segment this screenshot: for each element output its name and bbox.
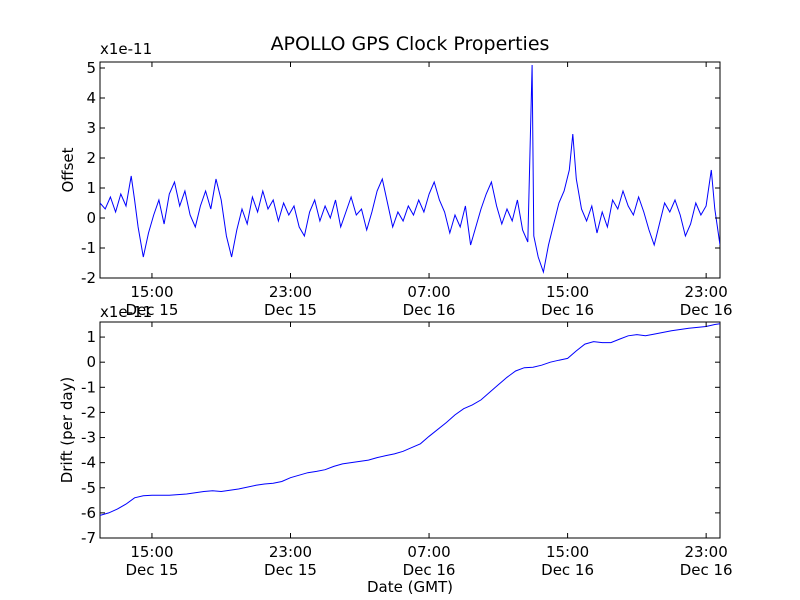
offset-xtick-time-label: 07:00 xyxy=(407,283,450,301)
offset-scale-note: x1e-11 xyxy=(100,40,152,58)
drift-ytick-label: -4 xyxy=(81,454,96,472)
drift-ytick-label: -5 xyxy=(81,479,96,497)
drift-plot-area xyxy=(99,321,721,539)
drift-ytick-label: 1 xyxy=(86,328,96,346)
drift-xtick-date-label: Dec 16 xyxy=(541,561,594,579)
offset-ytick-label: 1 xyxy=(86,179,96,197)
offset-ytick-label: 2 xyxy=(86,149,96,167)
drift-series-line-0 xyxy=(100,323,720,516)
figure-title: APOLLO GPS Clock Properties xyxy=(271,33,550,55)
drift-ytick-label: 0 xyxy=(86,353,96,371)
offset-xtick-date-label: Dec 15 xyxy=(264,301,317,319)
offset-xtick-date-label: Dec 16 xyxy=(403,301,456,319)
offset-ytick-label: 3 xyxy=(86,119,96,137)
drift-ytick-label: -2 xyxy=(81,403,96,421)
offset-ytick-label: 0 xyxy=(86,209,96,227)
offset-series-line-0 xyxy=(100,64,720,274)
drift-panel: x1e-11 Drift (per day) Date (GMT) -7 -6 -5… xyxy=(58,303,733,596)
offset-plot-area xyxy=(99,61,721,279)
drift-ytick-label: -3 xyxy=(81,429,96,447)
drift-xtick-date-label: Dec 15 xyxy=(126,561,179,579)
drift-xtick-date-label: Dec 16 xyxy=(680,561,733,579)
offset-ytick-label: -2 xyxy=(81,269,96,287)
drift-ytick-label: -1 xyxy=(81,378,96,396)
offset-xtick-date-label: Dec 16 xyxy=(680,301,733,319)
drift-y-axis-label: Drift (per day) xyxy=(58,377,76,484)
drift-x-axis-label: Date (GMT) xyxy=(367,578,453,596)
offset-ytick-label: -1 xyxy=(81,239,96,257)
offset-xtick-time-label: 15:00 xyxy=(130,283,173,301)
drift-xtick-date-label: Dec 16 xyxy=(403,561,456,579)
offset-xtick-time-label: 23:00 xyxy=(685,283,728,301)
drift-xtick-time-label: 23:00 xyxy=(269,543,312,561)
offset-xtick-date-label: Dec 15 xyxy=(126,301,179,319)
drift-xtick-time-label: 15:00 xyxy=(130,543,173,561)
drift-xtick-time-label: 07:00 xyxy=(407,543,450,561)
offset-ytick-label: 5 xyxy=(86,59,96,77)
drift-xtick-time-label: 15:00 xyxy=(546,543,589,561)
offset-xtick-date-label: Dec 16 xyxy=(541,301,594,319)
drift-xtick-date-label: Dec 15 xyxy=(264,561,317,579)
offset-xtick-time-label: 23:00 xyxy=(269,283,312,301)
offset-ytick-label: 4 xyxy=(86,89,96,107)
offset-y-axis-label: Offset xyxy=(59,147,77,192)
drift-ytick-label: -7 xyxy=(81,529,96,547)
offset-xtick-time-label: 15:00 xyxy=(546,283,589,301)
drift-xtick-time-label: 23:00 xyxy=(685,543,728,561)
drift-ytick-label: -6 xyxy=(81,504,96,522)
drift-scale-note: x1e-11 xyxy=(100,303,152,321)
